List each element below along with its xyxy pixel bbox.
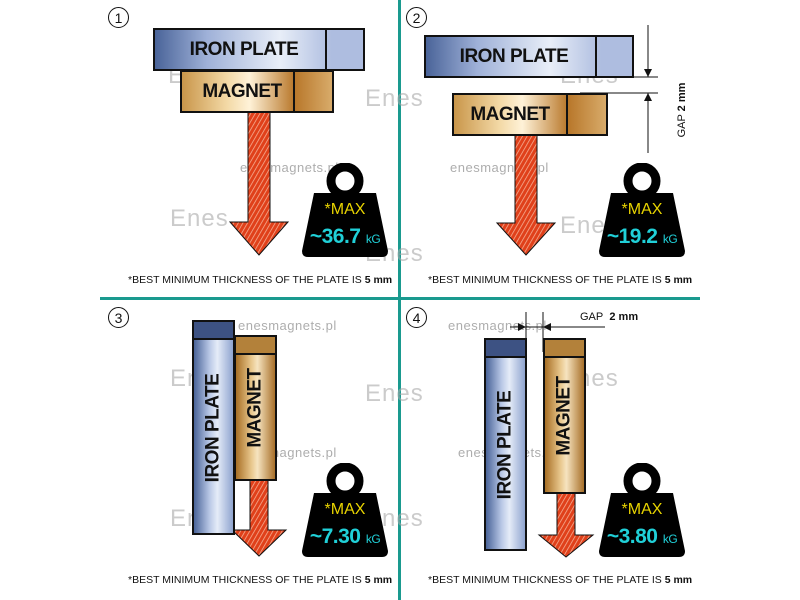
max-label: *MAX — [324, 201, 366, 218]
magnet: MAGNET — [543, 338, 586, 494]
iron-plate: IRON PLATE — [192, 320, 235, 535]
plate-top — [194, 322, 233, 340]
panel-number: 4 — [406, 307, 427, 328]
magnet: MAGNET — [180, 70, 334, 113]
panel-number: 2 — [406, 7, 427, 28]
watermark-site: enesmagnets.pl — [238, 318, 337, 333]
force-arrow — [230, 480, 288, 557]
weight-icon: *MAX ~7.30 kG — [300, 462, 390, 563]
plate-top — [486, 340, 525, 358]
force-value: ~19.2 kG — [606, 225, 678, 248]
footnote: *BEST MINIMUM THICKNESS OF THE PLATE IS … — [428, 574, 693, 586]
magnet-top — [545, 340, 584, 358]
iron-plate: IRON PLATE — [153, 28, 365, 71]
iron-plate-label: IRON PLATE — [202, 373, 224, 482]
footnote: *BEST MINIMUM THICKNESS OF THE PLATE IS … — [128, 574, 393, 586]
max-label: *MAX — [621, 201, 663, 218]
edge-line — [293, 70, 295, 113]
footnote: *BEST MINIMUM THICKNESS OF THE PLATE IS … — [128, 274, 393, 286]
force-value: ~3.80 kG — [606, 525, 678, 548]
watermark-logo: Enes — [170, 205, 229, 232]
vertical-divider — [398, 0, 401, 600]
max-label: *MAX — [324, 501, 366, 518]
magnet-top — [236, 337, 275, 355]
iron-plate-label: IRON PLATE — [459, 45, 569, 67]
iron-plate: IRON PLATE — [484, 338, 527, 551]
gap-dimension — [580, 25, 658, 153]
force-value: ~36.7 kG — [309, 225, 381, 248]
footnote: *BEST MINIMUM THICKNESS OF THE PLATE IS … — [428, 274, 693, 286]
watermark-site: enesmagnets.pl — [448, 318, 547, 333]
edge-line — [325, 28, 327, 71]
force-arrow — [495, 135, 557, 256]
max-label: *MAX — [621, 501, 663, 518]
magnet-label: MAGNET — [244, 368, 266, 448]
magnet-label: MAGNET — [202, 80, 282, 102]
force-arrow — [537, 493, 595, 558]
iron-plate-label: IRON PLATE — [189, 38, 299, 60]
edge-line — [566, 93, 568, 136]
panel-number: 3 — [108, 307, 129, 328]
weight-icon: *MAX ~36.7 kG — [300, 162, 390, 263]
horizontal-divider — [100, 297, 700, 300]
iron-plate: IRON PLATE — [424, 35, 634, 78]
force-value: ~7.30 kG — [309, 525, 381, 548]
gap-label: GAP 2 mm — [676, 82, 688, 138]
iron-plate-label: IRON PLATE — [494, 390, 516, 499]
watermark-logo: Enes — [365, 380, 424, 407]
magnet-label: MAGNET — [553, 376, 575, 456]
gap-label: GAP 2 mm — [580, 311, 639, 323]
magnet: MAGNET — [452, 93, 608, 136]
weight-icon: *MAX ~3.80 kG — [597, 462, 687, 563]
magnet: MAGNET — [234, 335, 277, 481]
watermark-logo: Enes — [365, 85, 424, 112]
panel-number: 1 — [108, 7, 129, 28]
magnet-label: MAGNET — [470, 103, 550, 125]
weight-icon: *MAX ~19.2 kG — [597, 162, 687, 263]
force-arrow — [228, 112, 290, 256]
edge-line — [595, 35, 597, 78]
